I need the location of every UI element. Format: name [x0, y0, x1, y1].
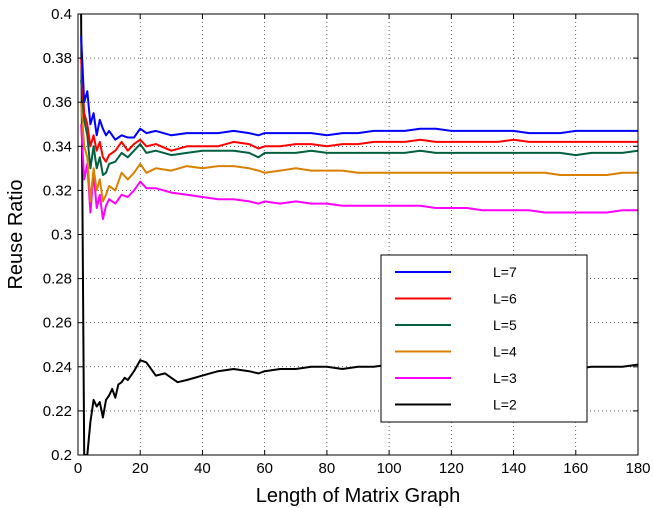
x-tick-label: 0	[74, 460, 82, 477]
legend-label: L=6	[493, 291, 517, 307]
x-tick-label: 60	[256, 460, 273, 477]
x-axis-title: Length of Matrix Graph	[256, 485, 461, 507]
x-tick-label: 80	[319, 460, 336, 477]
x-tick-label: 160	[563, 460, 588, 477]
x-tick-label: 140	[501, 460, 526, 477]
y-tick-label: 0.34	[43, 138, 72, 155]
y-tick-label: 0.36	[43, 94, 72, 111]
legend-label: L=5	[493, 317, 517, 333]
y-tick-label: 0.38	[43, 50, 72, 67]
series-line-l-5	[80, 80, 638, 176]
legend-label: L=7	[493, 264, 517, 280]
y-tick-label: 0.32	[43, 182, 72, 199]
series-line-l-3	[80, 124, 638, 221]
y-axis-title: Reuse Ratio	[5, 179, 27, 289]
axis-ticks: 0 20 40 60 80 100 120 140 160 180 0.2 0.22 0.24 0.26 0…	[43, 6, 651, 477]
x-tick-label: 100	[377, 460, 402, 477]
legend-label: L=4	[493, 344, 517, 360]
legend-label: L=2	[493, 397, 517, 413]
y-tick-label: 0.24	[43, 359, 72, 376]
x-tick-label: 180	[625, 460, 650, 477]
series-line-l-4	[80, 102, 638, 203]
x-tick-label: 20	[132, 460, 149, 477]
y-tick-label: 0.22	[43, 403, 72, 420]
y-tick-label: 0.26	[43, 315, 72, 332]
x-tick-label: 40	[194, 460, 211, 477]
y-tick-label: 0.28	[43, 271, 72, 288]
series-line-l-6	[80, 58, 638, 163]
legend-label: L=3	[493, 370, 517, 386]
legend: L=7 L=6 L=5 L=4 L=3 L=2	[380, 254, 588, 423]
y-tick-label: 0.2	[51, 447, 72, 464]
series-line-l-7	[80, 36, 638, 141]
y-tick-label: 0.3	[51, 227, 72, 244]
x-tick-label: 120	[439, 460, 464, 477]
legend-box	[380, 254, 588, 423]
y-tick-label: 0.4	[51, 6, 72, 23]
